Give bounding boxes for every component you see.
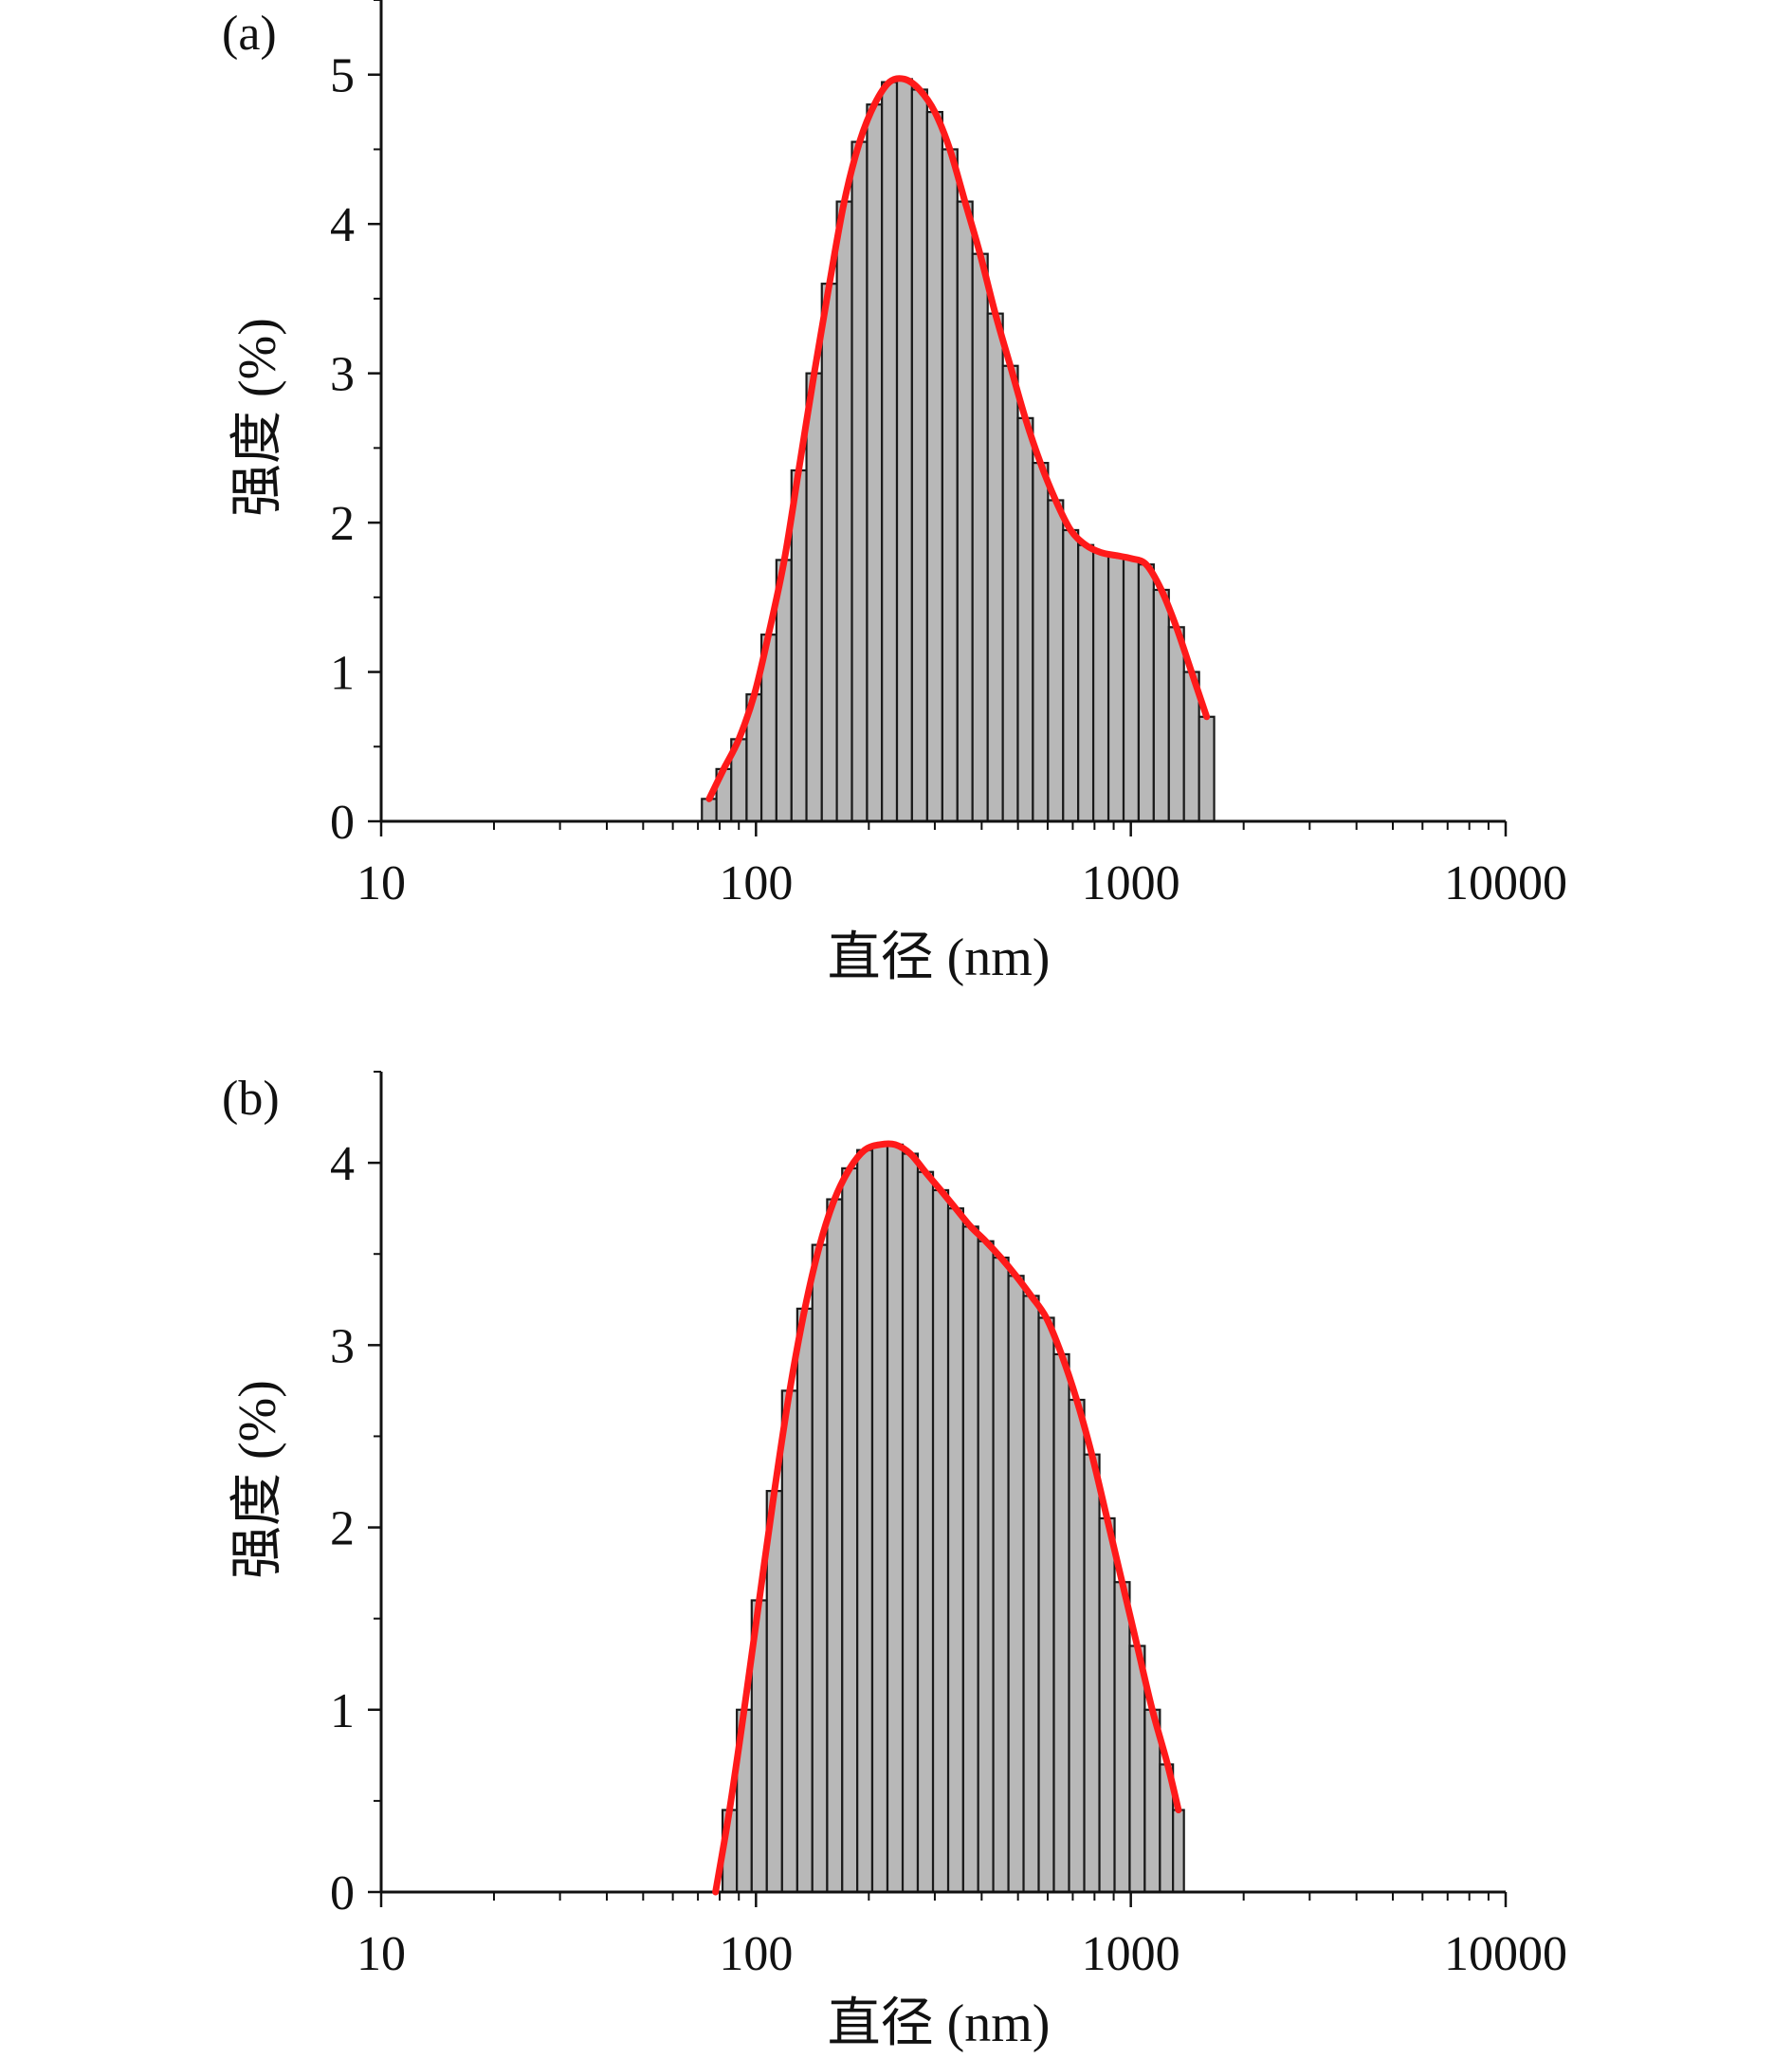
bar <box>992 1256 1010 1894</box>
bar <box>881 81 899 823</box>
bar <box>910 88 928 823</box>
panel-a-axes <box>379 0 1506 823</box>
bar <box>795 1307 814 1894</box>
panel-b-bars <box>721 1143 1185 1894</box>
panel-b-axes <box>379 1072 1506 1894</box>
x-tick-label: 100 <box>719 1927 793 1981</box>
bar <box>811 1243 829 1894</box>
bar <box>1198 715 1216 823</box>
y-tick-label: 0 <box>330 1866 355 1920</box>
y-tick-label: 3 <box>330 1319 355 1373</box>
bar <box>1001 364 1019 823</box>
bar <box>1083 1453 1101 1894</box>
panel-a-fit-curve <box>705 75 1211 802</box>
panel-b-label: (b) <box>222 1072 280 1126</box>
y-tick-label: 1 <box>330 647 355 701</box>
bar <box>1032 462 1050 823</box>
panel-a: 10 100 1000 10000 0 1 2 3 4 5 (a) 直径 (nm) 强度 (%) <box>222 0 1567 987</box>
bar <box>971 252 989 823</box>
x-tick-label: 10000 <box>1444 856 1567 910</box>
bar <box>886 1143 905 1894</box>
panel-a-xlabel: 直径 (nm) <box>828 928 1051 987</box>
bar <box>835 200 853 823</box>
x-tick-label: 1000 <box>1082 1927 1180 1981</box>
y-tick-label: 2 <box>330 497 355 551</box>
bar <box>870 1143 889 1894</box>
bar <box>1152 588 1170 823</box>
panel-b-ticks: 10 100 1000 10000 0 1 2 3 4 <box>330 1071 1567 1981</box>
bar <box>866 103 884 823</box>
bar <box>1172 1809 1185 1894</box>
bar <box>895 78 913 823</box>
bar <box>1122 557 1141 823</box>
y-tick-label: 1 <box>330 1684 355 1738</box>
bar <box>1037 1316 1055 1894</box>
bar <box>1167 626 1185 823</box>
x-tick-label: 100 <box>719 856 793 910</box>
bar <box>1098 1516 1116 1894</box>
bar <box>1022 1295 1040 1894</box>
bar <box>925 110 943 823</box>
bar <box>780 1389 798 1894</box>
bar <box>826 1198 844 1894</box>
y-tick-label: 3 <box>330 348 355 402</box>
bar <box>961 1225 979 1894</box>
y-tick-label: 0 <box>330 796 355 850</box>
panel-a-ylabel: 强度 (%) <box>229 318 287 517</box>
bar <box>956 200 974 823</box>
x-tick-label: 1000 <box>1082 856 1180 910</box>
panel-a-ticks: 10 100 1000 10000 0 1 2 3 4 5 <box>330 0 1567 910</box>
bar <box>1068 1398 1086 1894</box>
bar <box>1016 416 1034 823</box>
bar <box>1113 1581 1131 1894</box>
x-tick-label: 10 <box>357 856 406 910</box>
bar <box>931 1188 950 1894</box>
bar <box>1062 528 1080 823</box>
y-tick-label: 4 <box>330 1137 355 1191</box>
bar <box>841 1167 859 1894</box>
y-tick-label: 2 <box>330 1502 355 1556</box>
bar <box>986 312 1004 823</box>
bar <box>1077 543 1095 823</box>
bar <box>916 1170 935 1894</box>
bar <box>820 283 838 823</box>
bar <box>1106 554 1125 823</box>
panel-b: 10 100 1000 10000 0 1 2 3 4 (b) 直径 (nm) 强度 (%) <box>222 1071 1567 2053</box>
panel-a-label: (a) <box>222 7 277 61</box>
x-tick-label: 10 <box>357 1927 406 1981</box>
bar <box>701 798 718 823</box>
y-tick-label: 4 <box>330 198 355 252</box>
panel-b-xlabel: 直径 (nm) <box>828 1994 1051 2053</box>
bar <box>1091 551 1110 823</box>
panel-b-fit-curve <box>712 1140 1182 1896</box>
panel-b-ylabel: 强度 (%) <box>229 1380 287 1579</box>
bar <box>805 372 823 823</box>
x-tick-label: 10000 <box>1444 1927 1567 1981</box>
bar <box>1137 563 1155 823</box>
bar <box>977 1240 995 1894</box>
bar <box>901 1152 920 1894</box>
bar <box>946 1207 964 1894</box>
bar <box>1047 499 1065 823</box>
bar <box>856 1148 874 1894</box>
bar <box>850 140 869 823</box>
bar <box>1052 1352 1070 1894</box>
bar <box>1007 1275 1025 1894</box>
panel-a-bars <box>701 78 1216 823</box>
y-tick-label: 5 <box>330 49 355 103</box>
bar <box>941 148 959 823</box>
